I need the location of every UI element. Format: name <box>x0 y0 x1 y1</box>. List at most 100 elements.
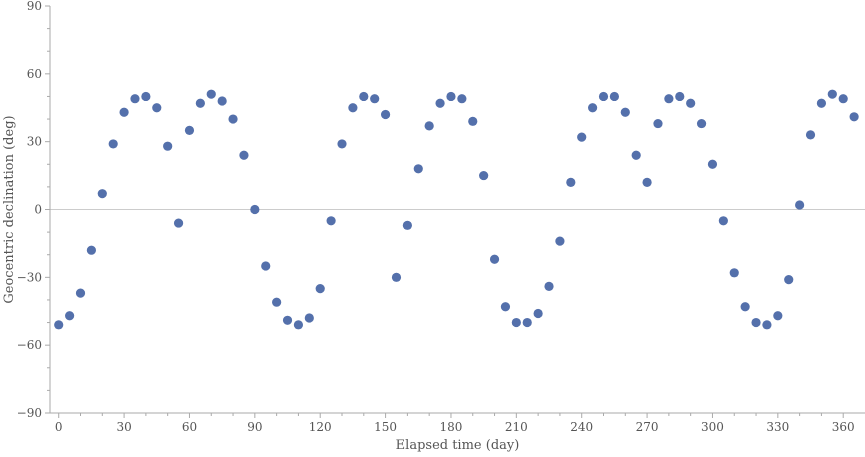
y-tick-label: 0 <box>34 203 42 217</box>
x-tick-label: 150 <box>374 420 397 434</box>
data-point <box>293 320 304 330</box>
data-point <box>250 204 260 215</box>
y-tick-label: 30 <box>27 135 42 149</box>
x-tick-label: 270 <box>636 420 659 434</box>
data-point <box>370 94 380 104</box>
data-point <box>108 139 118 149</box>
x-tick-label: 360 <box>832 420 855 434</box>
data-point <box>751 317 761 328</box>
data-point <box>696 118 707 129</box>
data-point <box>141 91 151 102</box>
data-point <box>402 220 412 230</box>
data-point <box>54 320 64 330</box>
data-point <box>424 121 434 131</box>
x-tick-label: 240 <box>570 420 593 434</box>
data-point <box>261 261 271 271</box>
data-point <box>598 91 609 102</box>
data-point <box>282 315 293 325</box>
data-point <box>555 236 565 246</box>
data-point <box>805 130 816 140</box>
x-tick-label: 90 <box>247 420 262 434</box>
data-point <box>686 98 696 108</box>
data-point <box>773 311 783 321</box>
data-points <box>54 89 859 330</box>
data-point <box>65 311 75 321</box>
data-point <box>217 96 227 106</box>
data-point <box>380 109 391 120</box>
data-point <box>729 268 739 278</box>
data-point <box>718 216 728 226</box>
data-point <box>359 91 369 102</box>
data-point <box>446 91 456 102</box>
data-point <box>75 288 86 298</box>
data-point <box>577 132 587 142</box>
data-point <box>228 114 238 124</box>
data-point <box>86 245 97 255</box>
data-point <box>315 284 325 294</box>
data-point <box>97 189 107 199</box>
data-point <box>566 177 576 187</box>
data-point <box>184 125 195 135</box>
data-point <box>522 317 532 328</box>
data-point <box>533 308 543 319</box>
data-point <box>707 159 718 169</box>
y-axis-label: Geocentric declination (deg) <box>2 115 17 303</box>
x-tick-label: 0 <box>55 420 63 434</box>
data-point <box>173 218 184 228</box>
data-point <box>511 317 521 328</box>
data-point <box>337 139 347 149</box>
data-point <box>500 302 511 312</box>
data-point <box>653 118 663 129</box>
data-point <box>664 94 674 104</box>
axes: 0 30 60 90 120 150 180 210 240 270 300 330 360−90−60… <box>17 0 865 434</box>
y-tick-label: −60 <box>17 338 42 352</box>
data-point <box>489 254 500 264</box>
x-axis-label: Elapsed time (day) <box>396 438 520 453</box>
data-point <box>479 170 489 181</box>
data-point <box>130 94 140 104</box>
data-point <box>391 272 402 282</box>
data-point <box>588 103 598 113</box>
data-point <box>838 94 848 104</box>
data-point <box>740 302 750 312</box>
y-tick-label: 90 <box>27 0 42 13</box>
data-point <box>642 177 652 187</box>
data-point <box>827 89 837 99</box>
data-point <box>239 150 249 160</box>
data-point <box>272 297 282 307</box>
x-tick-label: 60 <box>182 420 197 434</box>
y-tick-label: 60 <box>27 67 42 81</box>
data-point <box>435 98 445 108</box>
data-point <box>326 216 336 226</box>
data-point <box>348 103 358 113</box>
x-tick-label: 330 <box>766 420 789 434</box>
x-tick-label: 210 <box>505 420 528 434</box>
data-point <box>620 107 630 117</box>
data-point <box>795 200 805 210</box>
data-point <box>152 103 162 113</box>
data-point <box>206 89 216 99</box>
x-tick-label: 300 <box>701 420 724 434</box>
data-point <box>304 313 314 323</box>
data-point <box>631 150 641 160</box>
data-point <box>195 98 205 108</box>
data-point <box>816 98 827 108</box>
data-point <box>457 94 467 104</box>
x-tick-label: 30 <box>116 420 131 434</box>
y-tick-label: −90 <box>17 406 42 420</box>
x-tick-label: 120 <box>309 420 332 434</box>
data-point <box>609 91 619 102</box>
data-point <box>784 274 794 285</box>
data-point <box>544 281 554 291</box>
data-point <box>675 91 685 102</box>
data-point <box>849 112 859 122</box>
data-point <box>413 164 423 174</box>
y-tick-label: −30 <box>17 270 42 284</box>
x-tick-label: 180 <box>440 420 463 434</box>
data-point <box>163 141 173 151</box>
data-point <box>762 320 772 330</box>
data-point <box>468 116 478 126</box>
data-point <box>119 107 129 117</box>
